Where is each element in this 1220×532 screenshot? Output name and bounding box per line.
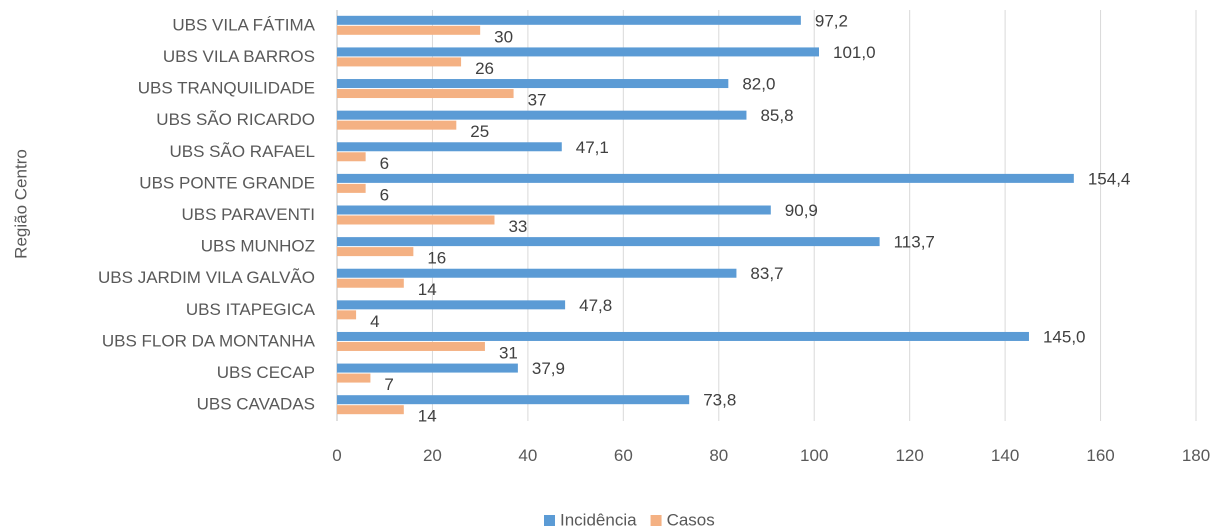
legend-swatch [544,515,555,526]
category-label: UBS FLOR DA MONTANHA [102,331,316,350]
x-tick-label: 0 [332,446,341,465]
bar-incidencia [337,47,819,57]
bar-incidencia [337,205,771,215]
bars: 73,8 14 37,9 7 145,0 31 47,8 4 83,7 14 113,7 16 90,9… [337,11,1131,426]
gridlines [336,10,1197,421]
data-label-incidencia: 37,9 [532,359,565,378]
x-tick-labels: 0 20 40 60 80 100 120 140 160 180 [332,446,1210,465]
data-label-incidencia: 90,9 [785,201,818,220]
data-label-incidencia: 83,7 [750,264,783,283]
bar-casos [337,310,357,320]
bar-incidencia [337,173,1074,183]
category-label: UBS CAVADAS [197,395,315,414]
bar-casos [337,25,481,35]
data-label-incidencia: 47,8 [579,296,612,315]
data-label-casos: 14 [418,407,437,426]
bar-casos [337,215,495,225]
data-label-incidencia: 47,1 [576,138,609,157]
bar-casos [337,183,366,193]
data-label-casos: 4 [370,312,379,331]
data-label-casos: 33 [508,217,527,236]
bar-casos [337,405,404,415]
category-label: UBS SÃO RICARDO [156,110,315,129]
category-labels: UBS CAVADAS UBS CECAP UBS FLOR DA MONTANHA… [98,15,316,413]
x-tick-label: 20 [423,446,442,465]
bar-casos [337,89,514,99]
bar-incidencia [337,300,566,310]
data-label-incidencia: 101,0 [833,43,876,62]
bar-casos [337,373,371,383]
bar-casos [337,247,414,257]
x-tick-label: 120 [895,446,923,465]
category-label: UBS PARAVENTI [181,205,315,224]
bar-casos [337,57,462,67]
data-label-casos: 25 [470,122,489,141]
category-label: UBS TRANQUILIDADE [138,79,315,98]
bar-casos [337,120,457,130]
x-tick-label: 180 [1182,446,1210,465]
data-label-incidencia: 145,0 [1043,327,1086,346]
data-label-casos: 26 [475,59,494,78]
category-label: UBS ITAPEGICA [186,300,316,319]
x-tick-label: 80 [709,446,728,465]
category-label: UBS MUNHOZ [201,237,315,256]
legend-label: Casos [667,510,715,529]
x-tick-label: 40 [518,446,537,465]
data-label-casos: 6 [380,185,389,204]
data-label-casos: 31 [499,343,518,362]
category-label: UBS PONTE GRANDE [139,173,315,192]
bar-casos [337,278,404,288]
data-label-incidencia: 113,7 [894,233,935,252]
category-label: UBS VILA FÁTIMA [172,15,315,34]
data-label-incidencia: 82,0 [742,75,775,94]
data-label-incidencia: 73,8 [703,391,736,410]
data-label-casos: 37 [528,91,547,110]
x-tick-label: 160 [1086,446,1114,465]
data-label-casos: 7 [384,375,393,394]
bar-incidencia [337,79,729,89]
bar-incidencia [337,142,562,152]
bar-incidencia [337,331,1029,341]
bar-incidencia [337,15,801,25]
y-axis-title: Região Centro [11,149,30,259]
category-label: UBS VILA BARROS [163,47,315,66]
data-label-casos: 6 [380,154,389,173]
x-tick-label: 140 [991,446,1019,465]
bar-incidencia [337,268,737,278]
data-label-incidencia: 97,2 [815,11,848,30]
x-tick-label: 60 [614,446,633,465]
bar-incidencia [337,237,880,247]
data-label-casos: 16 [427,249,446,268]
category-label: UBS CECAP [217,363,315,382]
legend-swatch [650,515,662,526]
category-label: UBS SÃO RAFAEL [170,142,316,161]
bar-incidencia [337,395,690,405]
bar-incidencia [337,363,518,373]
legend-label: Incidência [560,510,637,529]
category-label: UBS JARDIM VILA GALVÃO [98,268,315,287]
bar-incidencia [337,110,747,120]
data-label-casos: 30 [494,27,513,46]
x-tick-label: 100 [800,446,828,465]
data-label-casos: 14 [418,280,437,299]
data-label-incidencia: 85,8 [760,106,793,125]
legend: Incidência Casos [544,510,715,529]
data-label-incidencia: 154,4 [1088,169,1131,188]
bar-casos [337,152,366,162]
bar-casos [337,341,485,351]
